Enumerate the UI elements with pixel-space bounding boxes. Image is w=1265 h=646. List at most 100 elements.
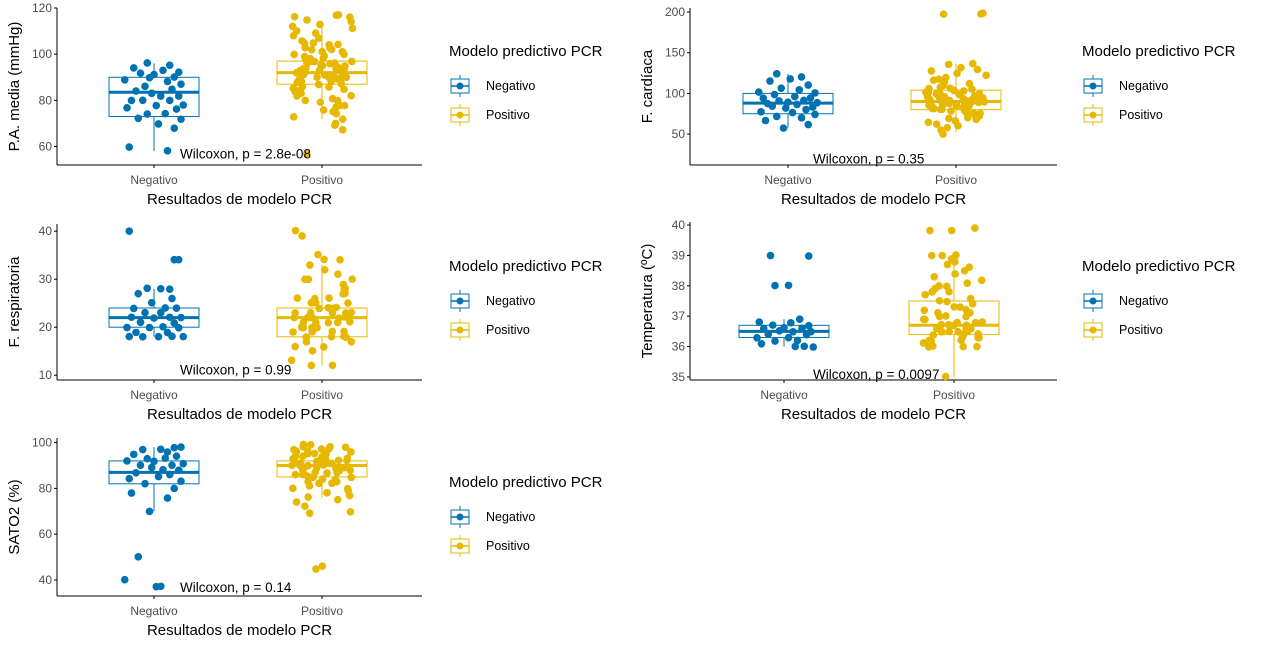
x-tick-label: Positivo <box>933 388 975 402</box>
data-point <box>346 13 354 22</box>
data-point <box>936 89 944 98</box>
data-point <box>303 16 311 24</box>
data-point <box>935 75 943 83</box>
legend-key-point <box>456 326 464 334</box>
chart-panel-4: 35 36 37 38 39 40 Negativo Positivo Resultados d… <box>639 218 1236 423</box>
data-point <box>770 90 779 99</box>
data-point <box>965 79 974 88</box>
y-tick-label: 50 <box>672 127 686 141</box>
data-point <box>935 282 943 290</box>
data-point <box>963 279 972 287</box>
data-point <box>943 260 952 269</box>
y-tick-label: 37 <box>672 309 686 323</box>
data-point <box>318 47 326 56</box>
data-point <box>172 452 181 460</box>
data-point <box>788 108 797 117</box>
data-point <box>320 255 328 264</box>
legend-title: Modelo predictivo PCR <box>449 43 603 60</box>
data-point <box>145 507 154 516</box>
y-tick-label: 36 <box>672 340 686 354</box>
data-point <box>343 484 352 493</box>
data-point <box>177 80 185 88</box>
data-point <box>974 330 982 338</box>
data-point <box>291 309 299 317</box>
y-tick-label: 80 <box>39 93 53 107</box>
data-point <box>786 318 795 327</box>
data-point <box>340 327 348 336</box>
data-point <box>953 318 961 327</box>
y-axis-title: F. respiratoria <box>6 256 23 348</box>
data-point <box>299 318 308 327</box>
data-point <box>165 61 174 70</box>
legend-title: Modelo predictivo PCR <box>449 258 603 275</box>
data-point <box>804 252 813 260</box>
data-point <box>320 343 328 351</box>
data-point <box>315 304 324 313</box>
data-point <box>799 96 808 105</box>
legend-key-point <box>456 513 464 521</box>
data-point <box>299 440 308 449</box>
data-point <box>289 84 298 93</box>
data-point <box>947 107 955 115</box>
data-point <box>753 334 761 342</box>
data-point <box>347 337 356 346</box>
data-point <box>768 321 777 329</box>
data-point <box>775 97 783 105</box>
data-point <box>301 275 309 284</box>
x-axis-title: Resultados de modelo PCR <box>147 191 332 208</box>
data-point <box>804 120 813 129</box>
wilcoxon-annotation: Wilcoxon, p = 0.0097 <box>813 367 939 382</box>
points-negativo <box>120 59 188 155</box>
y-tick-label: 38 <box>672 279 686 293</box>
data-point <box>325 40 334 49</box>
x-tick-label: Positivo <box>301 604 343 618</box>
legend-key-point <box>456 297 464 305</box>
data-point <box>156 582 165 591</box>
data-point <box>120 575 129 584</box>
legend-entry-label: Negativo <box>486 510 535 524</box>
chart-panel-5: 40 60 80 100 Negativo Positivo Resultados de m… <box>6 436 603 639</box>
data-point <box>143 59 152 67</box>
data-point <box>165 470 174 479</box>
data-point <box>141 308 149 317</box>
data-point <box>761 116 770 125</box>
data-point <box>939 10 948 18</box>
data-point <box>174 92 183 100</box>
data-point <box>959 342 968 351</box>
data-point <box>313 73 321 82</box>
data-point <box>968 59 977 68</box>
x-tick-label: Negativo <box>764 173 812 187</box>
data-point <box>289 484 297 493</box>
legend-entry-label: Positivo <box>486 323 530 337</box>
y-tick-label: 60 <box>39 527 53 541</box>
box-iqr <box>108 76 200 118</box>
data-point <box>138 96 147 105</box>
data-point <box>177 313 185 322</box>
data-point <box>811 110 819 119</box>
data-point <box>172 105 181 113</box>
data-point <box>293 294 302 302</box>
data-point <box>290 12 299 21</box>
data-point <box>316 98 325 106</box>
data-point <box>170 124 179 132</box>
data-point <box>127 96 136 105</box>
data-point <box>927 67 936 75</box>
data-point <box>925 84 933 93</box>
boxplot-negativo <box>108 288 200 337</box>
data-point <box>150 314 158 322</box>
data-point <box>134 289 143 298</box>
data-point <box>795 86 804 94</box>
points-positivo <box>287 226 357 370</box>
data-point <box>804 81 813 89</box>
data-point <box>150 457 158 466</box>
wilcoxon-annotation: Wilcoxon, p = 0.99 <box>180 362 291 377</box>
data-point <box>291 470 300 479</box>
data-point <box>325 294 333 302</box>
data-point <box>168 294 176 303</box>
data-point <box>328 459 336 468</box>
data-point <box>800 342 809 351</box>
data-point <box>343 454 352 462</box>
data-point <box>938 251 947 260</box>
legend: Modelo predictivo PCR Negativo Positivo <box>449 258 603 341</box>
data-point <box>941 372 950 381</box>
